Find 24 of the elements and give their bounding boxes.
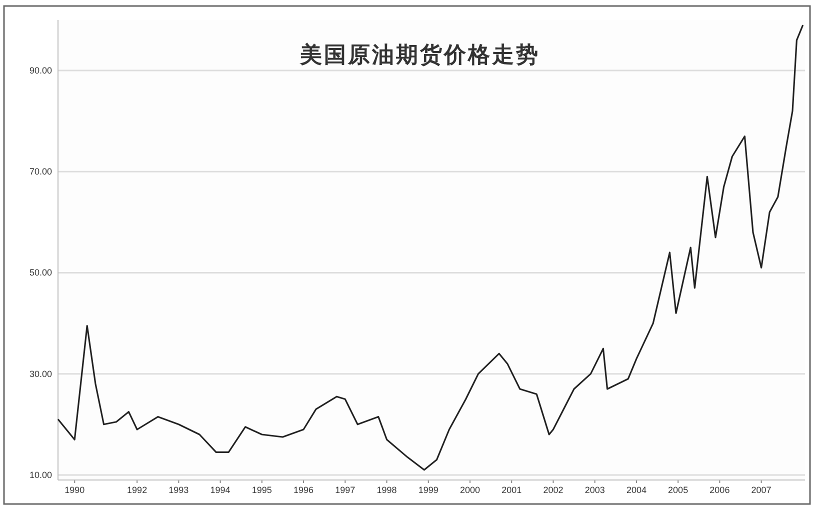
x-tick-label: 2003: [584, 485, 605, 495]
y-tick-label: 90.00: [29, 66, 52, 76]
x-tick-label: 1997: [335, 485, 356, 495]
x-tick-label: 2004: [626, 485, 646, 495]
y-tick-label: 50.00: [29, 268, 52, 278]
x-tick-label: 1998: [376, 485, 397, 495]
x-tick-label: 1996: [294, 485, 314, 495]
y-tick-label: 70.00: [29, 166, 52, 177]
x-tick-label: 1999: [418, 485, 438, 495]
y-tick-label: 10.00: [29, 470, 52, 480]
x-tick-label: 2001: [502, 485, 522, 495]
x-tick-label: 2005: [668, 485, 688, 495]
x-tick-label: 1995: [252, 485, 272, 495]
line-series: [57, 24, 804, 471]
x-tick-label: 2007: [751, 485, 772, 495]
x-tick-label: 2000: [460, 485, 480, 495]
x-tick-label: 1993: [168, 485, 189, 495]
text: 美国原油期货价格走势: [299, 42, 540, 68]
x-tick-label: 1990: [64, 485, 85, 495]
x-tick-label: 1994: [210, 485, 230, 495]
x-tick-label: 2002: [543, 485, 564, 495]
x-tick-label: 2006: [710, 485, 730, 495]
y-tick-label: 30.00: [29, 368, 52, 379]
x-tick-label: 1992: [127, 485, 148, 495]
